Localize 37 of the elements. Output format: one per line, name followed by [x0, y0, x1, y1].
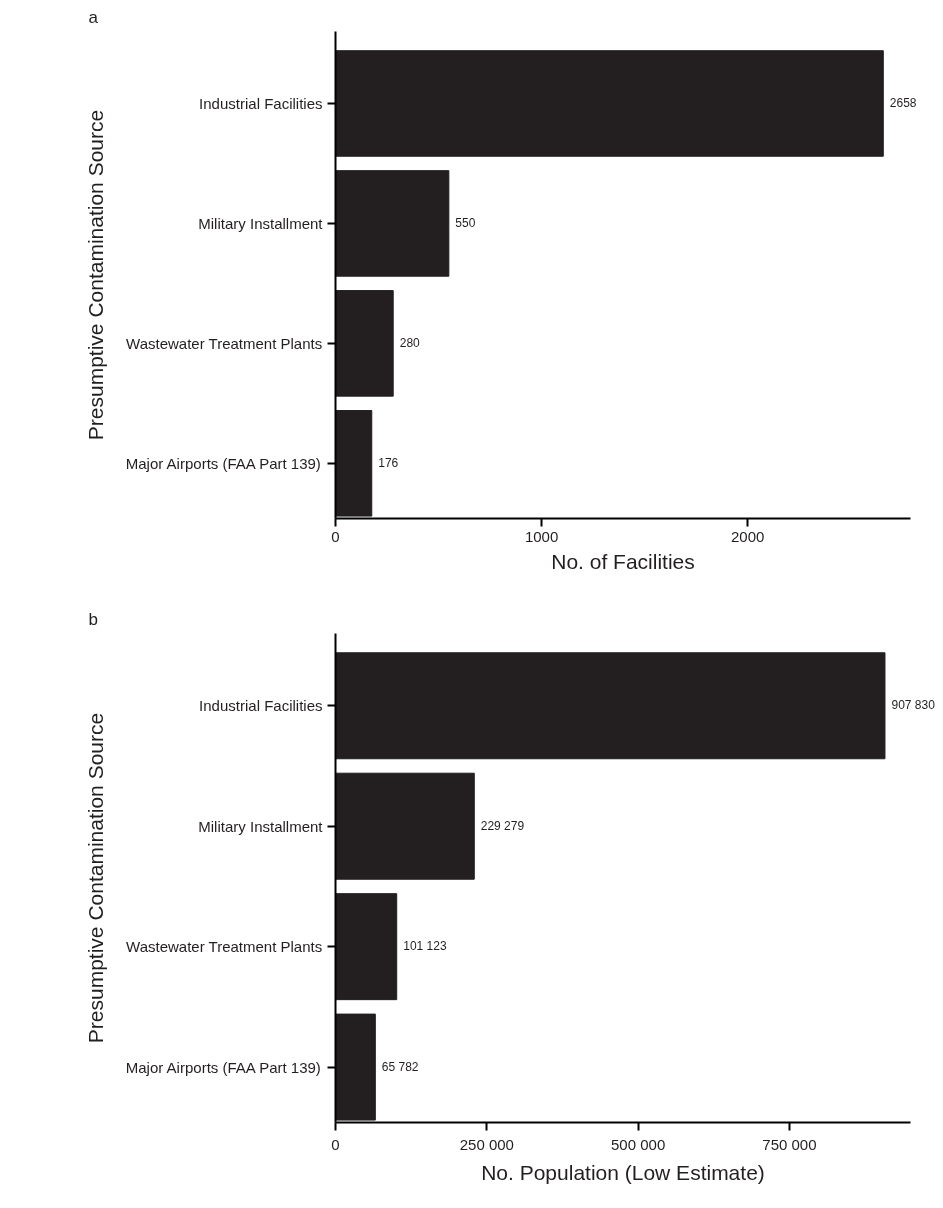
x-axis-title: No. of Facilities: [551, 549, 695, 573]
y-tick-label: Major Airports (FAA Part 139): [125, 454, 321, 472]
bar: [335, 50, 884, 157]
bar: [335, 652, 886, 760]
y-tick-label: Wastewater Treatment Plants: [126, 334, 323, 352]
y-axis-title: Presumptive Contamination Source: [83, 109, 107, 441]
y-tick-label: Industrial Facilities: [199, 697, 323, 715]
y-tick-label: Military Installment: [198, 214, 324, 232]
data-label: 280: [399, 335, 420, 350]
text: b: [88, 609, 98, 629]
x-tick-label: 250 000: [459, 1135, 514, 1153]
data-label: 2658: [889, 95, 917, 110]
text: a: [88, 7, 99, 27]
data-label: 550: [455, 215, 476, 230]
y-tick-label: Wastewater Treatment Plants: [126, 938, 323, 956]
x-tick-label: 750 000: [762, 1135, 817, 1153]
bar: [335, 410, 373, 517]
x-tick-label: 2000: [731, 527, 765, 545]
y-axis-title: Presumptive Contamination Source: [83, 712, 107, 1044]
data-label: 65 782: [381, 1059, 419, 1074]
bar: [335, 290, 394, 397]
data-label: 176: [378, 455, 399, 470]
bar: [335, 772, 475, 880]
bar: [335, 170, 450, 277]
x-tick-label: 0: [331, 527, 340, 545]
x-tick-label: 0: [331, 1135, 340, 1153]
y-tick-label: Industrial Facilities: [199, 94, 323, 112]
x-axis-title: No. Population (Low Estimate): [481, 1160, 765, 1184]
bar: [335, 893, 398, 1001]
y-tick-label: Major Airports (FAA Part 139): [125, 1058, 321, 1076]
data-label: 229 279: [480, 818, 525, 833]
y-tick-label: Military Installment: [198, 817, 324, 835]
bar: [335, 1013, 376, 1121]
x-tick-label: 1000: [524, 527, 559, 545]
data-label: 101 123: [403, 939, 447, 954]
data-label: 907 830: [891, 698, 935, 713]
x-tick-label: 500 000: [611, 1135, 666, 1153]
